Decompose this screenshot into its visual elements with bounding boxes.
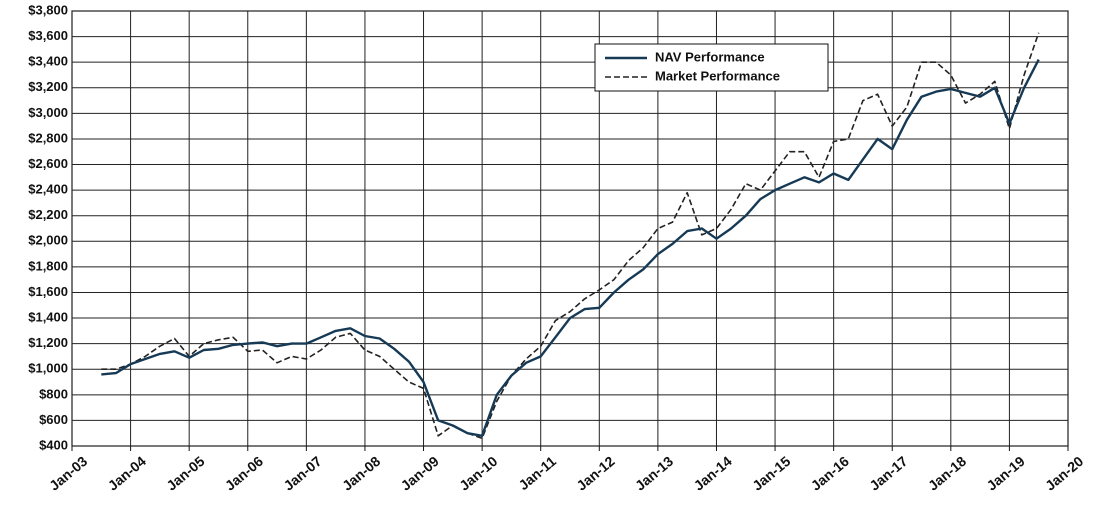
- y-tick-label: $1,000: [28, 361, 68, 376]
- y-tick-label: $3,000: [28, 105, 68, 120]
- y-tick-label: $1,600: [28, 284, 68, 299]
- x-tick-label: Jan-13: [632, 453, 676, 494]
- x-tick-label: Jan-15: [749, 453, 793, 494]
- x-tick-label: Jan-14: [691, 453, 735, 494]
- x-tick-label: Jan-17: [866, 453, 910, 494]
- y-tick-label: $2,400: [28, 182, 68, 197]
- legend: NAV Performance Market Performance: [594, 43, 829, 92]
- x-tick-label: Jan-11: [515, 453, 559, 493]
- y-tick-label: $1,200: [28, 335, 68, 350]
- x-tick-label: Jan-10: [456, 453, 500, 494]
- plot-area: [71, 10, 1069, 447]
- series-line: [101, 32, 1040, 440]
- y-tick-label: $3,200: [28, 79, 68, 94]
- x-tick-label: Jan-05: [163, 453, 207, 494]
- y-tick-label: $3,600: [28, 28, 68, 43]
- legend-box: [594, 43, 829, 92]
- y-tick-label: $1,400: [28, 309, 68, 324]
- x-tick-label: Jan-12: [573, 453, 617, 494]
- series-line: [101, 59, 1040, 437]
- x-tick-label: Jan-20: [1042, 453, 1086, 494]
- y-tick-label: $800: [39, 386, 68, 401]
- legend-label: Market Performance: [655, 68, 780, 83]
- y-tick-label: $2,000: [28, 233, 68, 248]
- x-tick-label: Jan-07: [280, 453, 324, 494]
- y-tick-label: $400: [39, 437, 68, 452]
- x-tick-label: Jan-16: [808, 453, 852, 494]
- x-tick-label: Jan-04: [105, 453, 149, 494]
- x-tick-label: Jan-06: [222, 453, 266, 494]
- x-tick-label: Jan-08: [339, 453, 383, 494]
- x-tick-label: Jan-03: [46, 453, 90, 494]
- y-tick-label: $2,200: [28, 207, 68, 222]
- x-tick-label: Jan-09: [398, 453, 442, 494]
- y-tick-label: $2,600: [28, 156, 68, 171]
- y-tick-label: $2,800: [28, 130, 68, 145]
- legend-label: NAV Performance: [655, 49, 765, 64]
- y-tick-label: $3,400: [28, 54, 68, 69]
- x-tick-label: Jan-18: [925, 453, 969, 494]
- y-tick-label: $3,800: [28, 2, 68, 17]
- y-tick-label: $600: [39, 412, 68, 427]
- y-tick-label: $1,800: [28, 258, 68, 273]
- x-tick-label: Jan-19: [983, 453, 1027, 494]
